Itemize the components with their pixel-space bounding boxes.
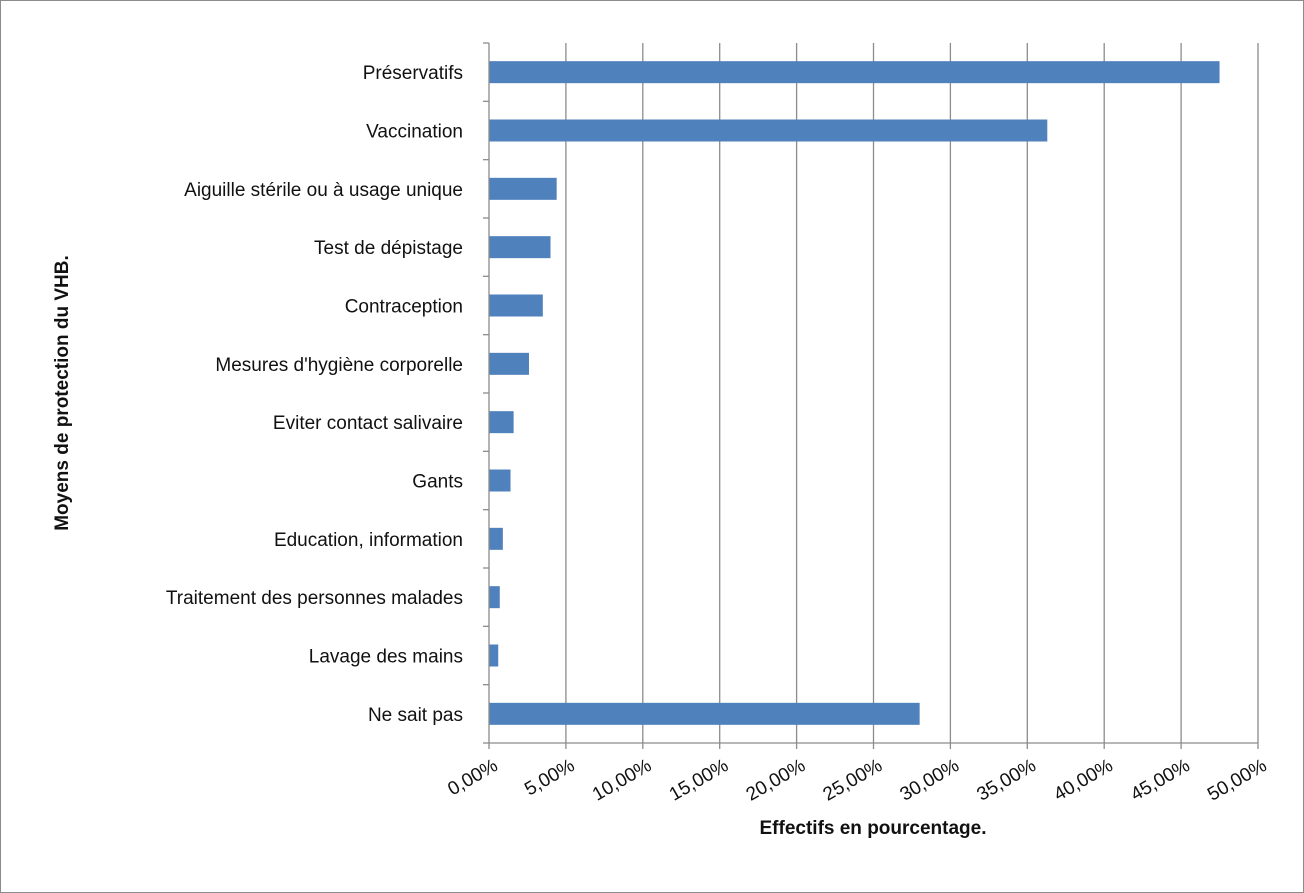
bars — [489, 61, 1220, 725]
x-tick-label: 15,00% — [666, 755, 732, 805]
category-label: Vaccination — [366, 122, 463, 143]
bar — [489, 61, 1220, 84]
bar — [489, 236, 551, 259]
axes — [483, 42, 1259, 749]
category-label: Aiguille stérile ou à usage unique — [184, 180, 463, 201]
y-axis-title: Moyens de protection du VHB. — [52, 255, 73, 531]
category-label: Contraception — [345, 297, 463, 318]
x-tick-label: 10,00% — [589, 755, 655, 805]
bar — [489, 469, 511, 492]
category-label: Gants — [412, 472, 463, 493]
x-tick-label: 30,00% — [897, 755, 963, 805]
bar — [489, 527, 503, 550]
category-label: Education, information — [274, 530, 463, 551]
bar — [489, 177, 557, 200]
bar — [489, 119, 1048, 142]
bar — [489, 586, 500, 609]
category-label: Ne sait pas — [368, 705, 463, 726]
bar — [489, 644, 499, 667]
bar — [489, 294, 543, 317]
bar — [489, 702, 920, 725]
x-tick-labels: 0,00% 5,00% 10,00% 15,00% 20,00% 25,00% 30,00%… — [444, 755, 1270, 805]
x-tick-label: 5,00% — [521, 755, 578, 800]
category-label: Test de dépistage — [314, 238, 463, 259]
x-tick-label: 40,00% — [1050, 755, 1116, 805]
gridlines — [565, 43, 1259, 743]
x-tick-label: 35,00% — [973, 755, 1039, 805]
x-tick-label: 20,00% — [743, 755, 809, 805]
category-label: Lavage des mains — [309, 647, 463, 668]
x-axis-title: Effectifs en pourcentage. — [760, 818, 987, 839]
x-tick-label: 0,00% — [444, 755, 501, 800]
category-label: Eviter contact salivaire — [273, 413, 463, 434]
category-labels: Préservatifs Vaccination Aiguille stérile … — [166, 63, 463, 726]
category-label: Mesures d'hygiène corporelle — [215, 355, 463, 376]
x-tick-label: 25,00% — [820, 755, 886, 805]
category-label: Préservatifs — [363, 63, 463, 84]
x-tick-label: 45,00% — [1127, 755, 1193, 805]
bar — [489, 411, 514, 434]
category-label: Traitement des personnes malades — [166, 588, 463, 609]
x-tick-label: 50,00% — [1204, 755, 1270, 805]
bar — [489, 352, 529, 375]
